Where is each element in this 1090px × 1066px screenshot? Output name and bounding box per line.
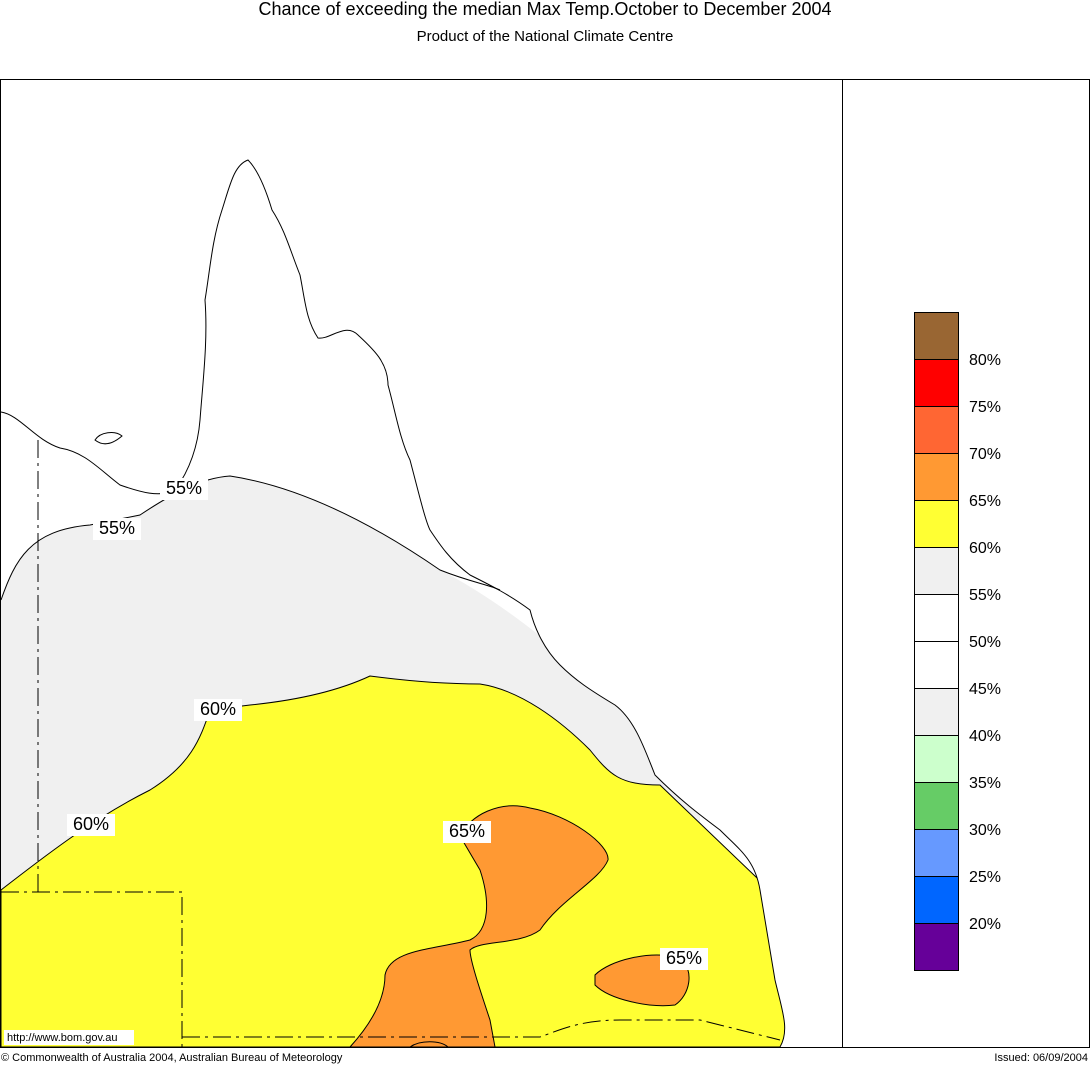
legend-swatch	[914, 547, 959, 595]
legend-label: 55%	[969, 587, 1001, 604]
legend-swatch	[914, 312, 959, 360]
legend-label: 75%	[969, 399, 1001, 416]
contour-label: 60%	[200, 699, 236, 719]
contour-55	[0, 475, 501, 601]
legend-swatch	[914, 453, 959, 501]
legend-label: 25%	[969, 869, 1001, 886]
legend-label: 20%	[969, 916, 1001, 933]
contour-label: 65%	[449, 821, 485, 841]
legend-swatch	[914, 782, 959, 830]
legend-label: 40%	[969, 728, 1001, 745]
island	[94, 432, 123, 445]
contour-label: 55%	[166, 478, 202, 498]
map	[0, 79, 843, 1048]
legend-label: 45%	[969, 681, 1001, 698]
url-bg	[4, 1030, 134, 1045]
legend-swatch	[914, 688, 959, 736]
legend-swatch	[914, 359, 959, 407]
contour-label: 55%	[99, 518, 135, 538]
legend-swatch	[914, 500, 959, 548]
legend-swatch	[914, 594, 959, 642]
legend-swatch	[914, 829, 959, 877]
contour-labels: 55% 55% 60% 60% 65% 65%	[67, 478, 708, 970]
issued: Issued: 06/09/2004	[994, 1052, 1088, 1064]
legend: 80% 75% 70% 65% 60% 55% 50% 45% 40% 35% 30% 25% 20%	[914, 312, 1001, 971]
legend-label: 30%	[969, 822, 1001, 839]
legend-label: 60%	[969, 540, 1001, 557]
legend-label: 35%	[969, 775, 1001, 792]
legend-swatch	[914, 876, 959, 924]
ocean	[1, 80, 842, 1047]
region-60-65	[0, 675, 801, 1048]
legend-label: 65%	[969, 493, 1001, 510]
region-65-70	[408, 1041, 450, 1048]
legend-label: 80%	[969, 352, 1001, 369]
region-65-70	[348, 805, 609, 1048]
legend-swatch	[914, 735, 959, 783]
copyright: © Commonwealth of Australia 2004, Austra…	[1, 1052, 343, 1064]
legend-panel	[842, 79, 1090, 1048]
subtitle: Product of the National Climate Centre	[417, 28, 674, 45]
url: http://www.bom.gov.au	[7, 1032, 117, 1044]
legend-swatch	[914, 406, 959, 454]
contour-label: 60%	[73, 814, 109, 834]
legend-swatch	[914, 923, 959, 971]
legend-label: 50%	[969, 634, 1001, 651]
legend-label: 70%	[969, 446, 1001, 463]
contour-label: 65%	[666, 948, 702, 968]
coastline	[0, 159, 786, 1048]
legend-swatch	[914, 641, 959, 689]
state-borders	[1, 440, 781, 1047]
title: Chance of exceeding the median Max Temp.…	[259, 0, 832, 19]
